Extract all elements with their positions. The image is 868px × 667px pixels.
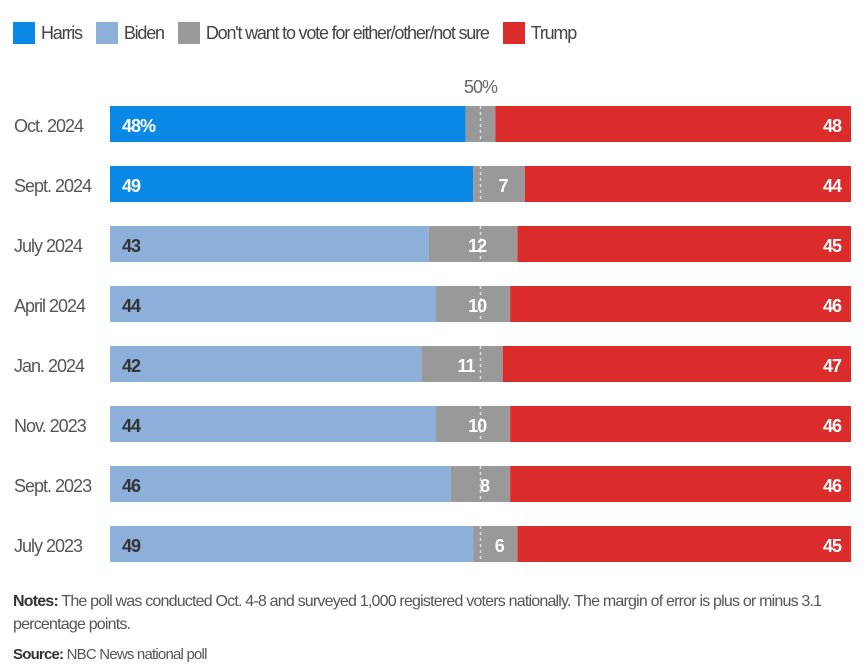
- other-value-label: 10: [468, 416, 487, 436]
- bar-biden: [110, 406, 437, 442]
- harris-swatch: [13, 22, 35, 44]
- bar-other: [473, 166, 525, 202]
- category-label: Sept. 2024: [14, 176, 92, 196]
- legend-label: Biden: [123, 22, 165, 43]
- category-label: Nov. 2023: [14, 416, 87, 436]
- trump-value-label: 48: [823, 116, 842, 136]
- other-swatch: [177, 22, 200, 44]
- category-label: Sept. 2023: [14, 476, 92, 496]
- bar-trump: [502, 346, 851, 382]
- democrat-value-label: 49: [122, 176, 141, 196]
- legend: Harris Biden Don't want to vote for eith…: [13, 22, 578, 44]
- bar-biden: [110, 526, 474, 562]
- stacked-bar-chart: Oct. 2024 48% 48 Sept. 2024 49 7 44 July 2024 43…: [14, 77, 851, 562]
- trump-swatch: [502, 22, 525, 44]
- bar-other: [436, 286, 511, 322]
- category-label: July 2024: [14, 236, 83, 256]
- source-label: Source:: [13, 646, 64, 663]
- trump-value-label: 47: [823, 356, 842, 376]
- bar-trump: [517, 526, 851, 562]
- trump-value-label: 46: [823, 296, 842, 316]
- trump-value-label: 45: [823, 236, 842, 256]
- source: Source: NBC News national poll: [13, 646, 207, 663]
- bar-trump: [510, 406, 851, 442]
- other-value-label: 8: [480, 476, 490, 496]
- democrat-value-label: 43: [122, 236, 141, 256]
- legend-item-other: Don't want to vote for either/other/not …: [177, 22, 490, 44]
- bar-other: [436, 406, 511, 442]
- democrat-value-label: 49: [122, 536, 141, 556]
- bar-biden: [110, 286, 437, 322]
- other-value-label: 12: [468, 236, 487, 256]
- source-text: NBC News national poll: [66, 646, 208, 663]
- democrat-value-label: 44: [122, 296, 141, 316]
- legend-item-trump: Trump: [502, 22, 578, 44]
- trump-value-label: 46: [823, 416, 842, 436]
- democrat-value-label: 42: [122, 356, 141, 376]
- notes-label: Notes:: [13, 593, 59, 610]
- legend-item-harris: Harris: [13, 22, 83, 44]
- other-value-label: 10: [468, 296, 487, 316]
- biden-swatch: [95, 22, 118, 44]
- notes: Notes: The poll was conducted Oct. 4-8 a…: [13, 590, 853, 636]
- bar-trump: [510, 466, 851, 502]
- bar-harris: [110, 166, 474, 202]
- bar-trump: [517, 226, 851, 262]
- bar-trump: [524, 166, 851, 202]
- other-value-label: 6: [495, 536, 505, 556]
- category-label: Jan. 2024: [14, 356, 85, 376]
- democrat-value-label: 46: [122, 476, 141, 496]
- trump-value-label: 46: [823, 476, 842, 496]
- bar-other: [421, 346, 503, 382]
- bar-biden: [110, 466, 451, 502]
- legend-label: Don't want to vote for either/other/not …: [205, 22, 490, 43]
- category-label: April 2024: [14, 296, 86, 316]
- trump-value-label: 44: [823, 176, 842, 196]
- trump-value-label: 45: [823, 536, 842, 556]
- other-value-label: 7: [499, 176, 509, 196]
- category-label: July 2023: [14, 536, 83, 556]
- legend-label: Trump: [530, 22, 578, 43]
- bar-biden: [110, 226, 429, 262]
- bar-biden: [110, 346, 422, 382]
- democrat-value-label: 44: [122, 416, 141, 436]
- bar-trump: [510, 286, 851, 322]
- democrat-value-label: 48%: [122, 116, 156, 136]
- bar-other: [428, 226, 518, 262]
- other-value-label: 11: [457, 356, 475, 376]
- bar-harris: [110, 106, 466, 142]
- legend-label: Harris: [41, 22, 83, 43]
- bar-trump: [495, 106, 851, 142]
- reference-line-label: 50%: [464, 77, 498, 97]
- category-label: Oct. 2024: [14, 116, 84, 136]
- legend-item-biden: Biden: [95, 22, 165, 44]
- notes-text: The poll was conducted Oct. 4-8 and surv…: [13, 593, 822, 633]
